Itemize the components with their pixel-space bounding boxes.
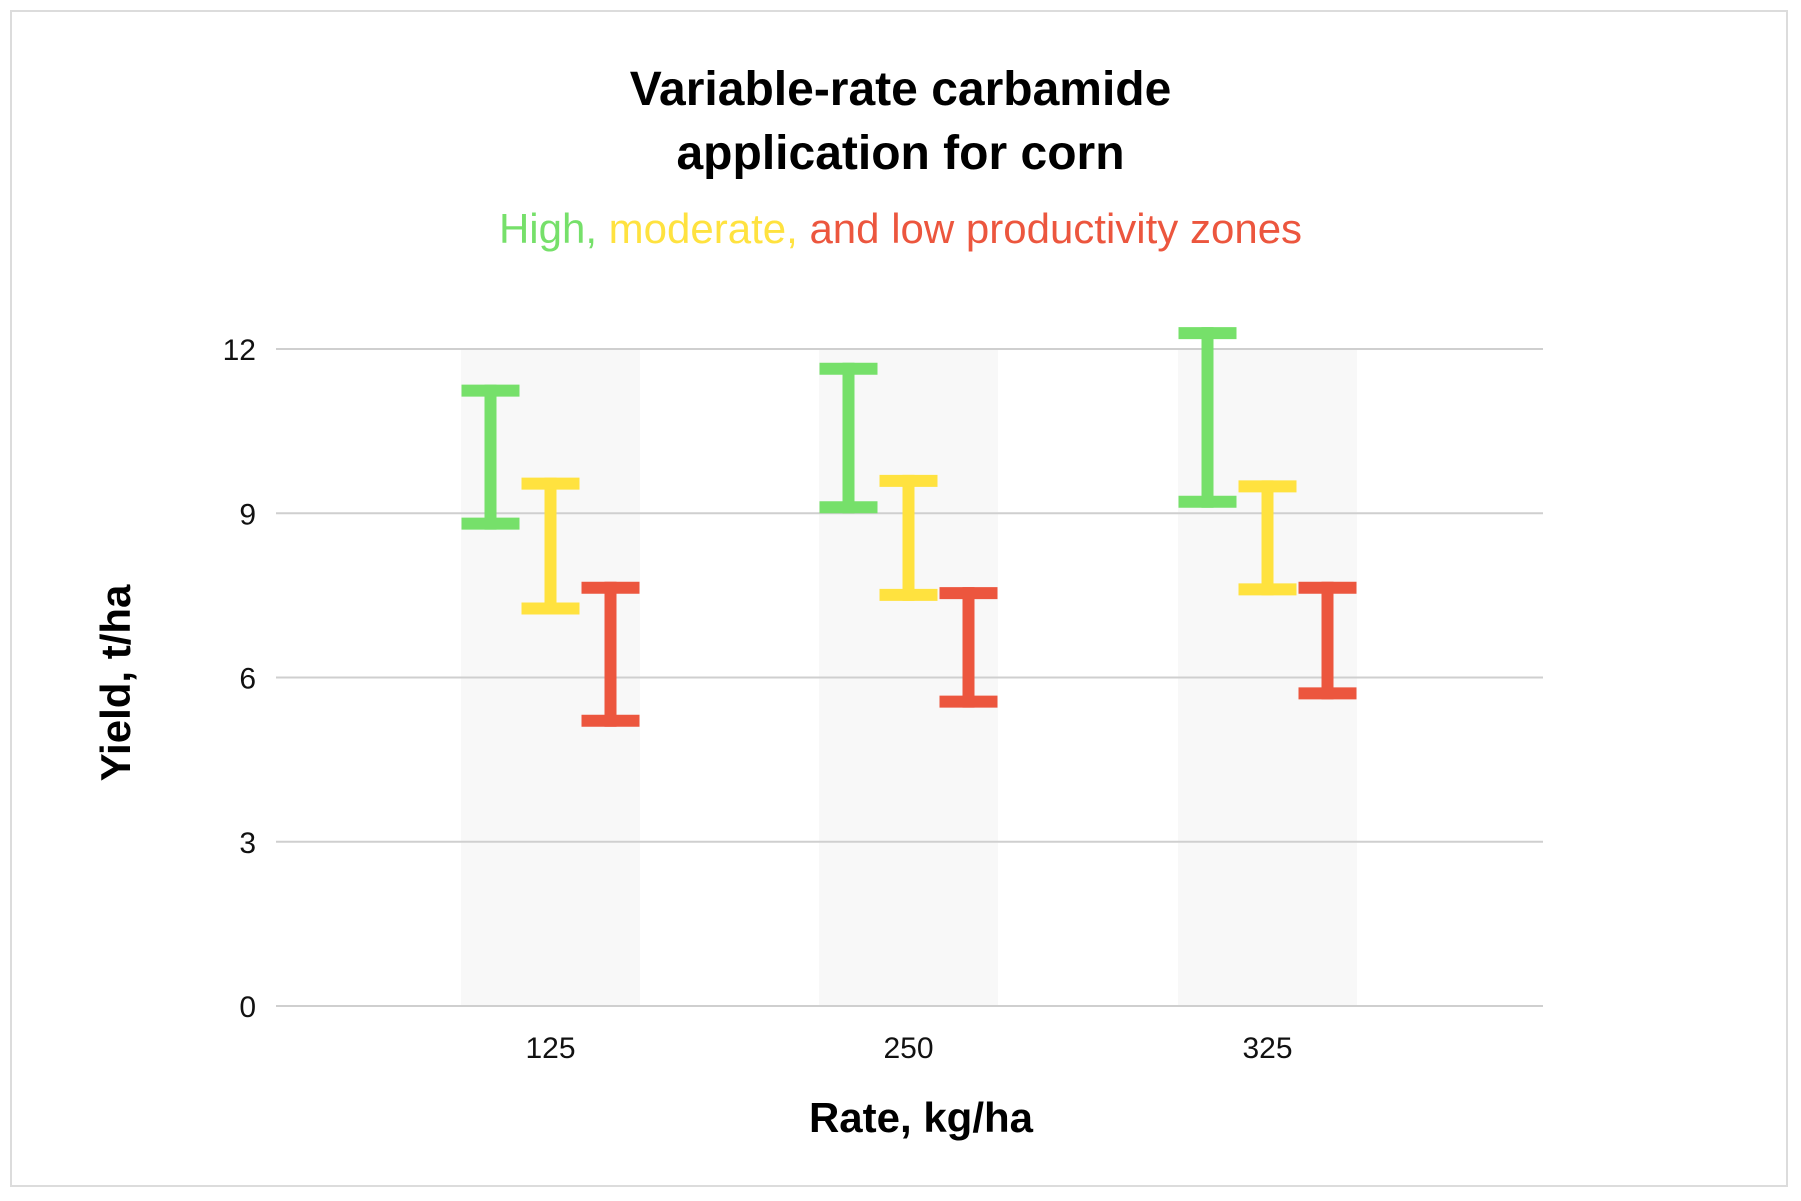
chart-frame	[10, 10, 1788, 1187]
x-tick-label: 125	[525, 1032, 575, 1065]
title-line-2: application for corn	[676, 127, 1125, 180]
y-tick-label: 12	[223, 334, 256, 367]
y-tick-label: 3	[239, 827, 256, 860]
y-axis-label: Yield, t/ha	[92, 584, 139, 781]
chart-title: Variable-rate carbamide application for …	[0, 58, 1801, 186]
y-tick-label: 6	[239, 663, 256, 696]
y-tick-label: 0	[239, 991, 256, 1024]
title-line-1: Variable-rate carbamide	[629, 63, 1172, 116]
error-bar-low-productivity	[939, 587, 998, 708]
error-bar-high-productivity	[819, 362, 878, 514]
y-tick-label: 9	[239, 498, 256, 531]
error-bar-high-productivity	[461, 384, 520, 530]
error-bar-moderate-productivity	[1238, 480, 1297, 596]
chart-subtitle: High, moderate, and low productivity zon…	[0, 205, 1801, 253]
x-axis-label: Rate, kg/ha	[809, 1094, 1034, 1141]
error-bar-low-productivity	[581, 581, 640, 727]
error-bar-moderate-productivity	[521, 477, 580, 615]
error-bar-moderate-productivity	[879, 474, 938, 601]
subtitle-high: High,	[498, 205, 597, 252]
x-tick-label: 250	[883, 1032, 933, 1065]
subtitle-moderate: moderate,	[608, 205, 798, 252]
error-bar-low-productivity	[1298, 581, 1357, 700]
error-bar-high-productivity	[1178, 327, 1237, 508]
subtitle-low: and low productivity zones	[809, 205, 1303, 252]
x-tick-label: 325	[1242, 1032, 1292, 1065]
